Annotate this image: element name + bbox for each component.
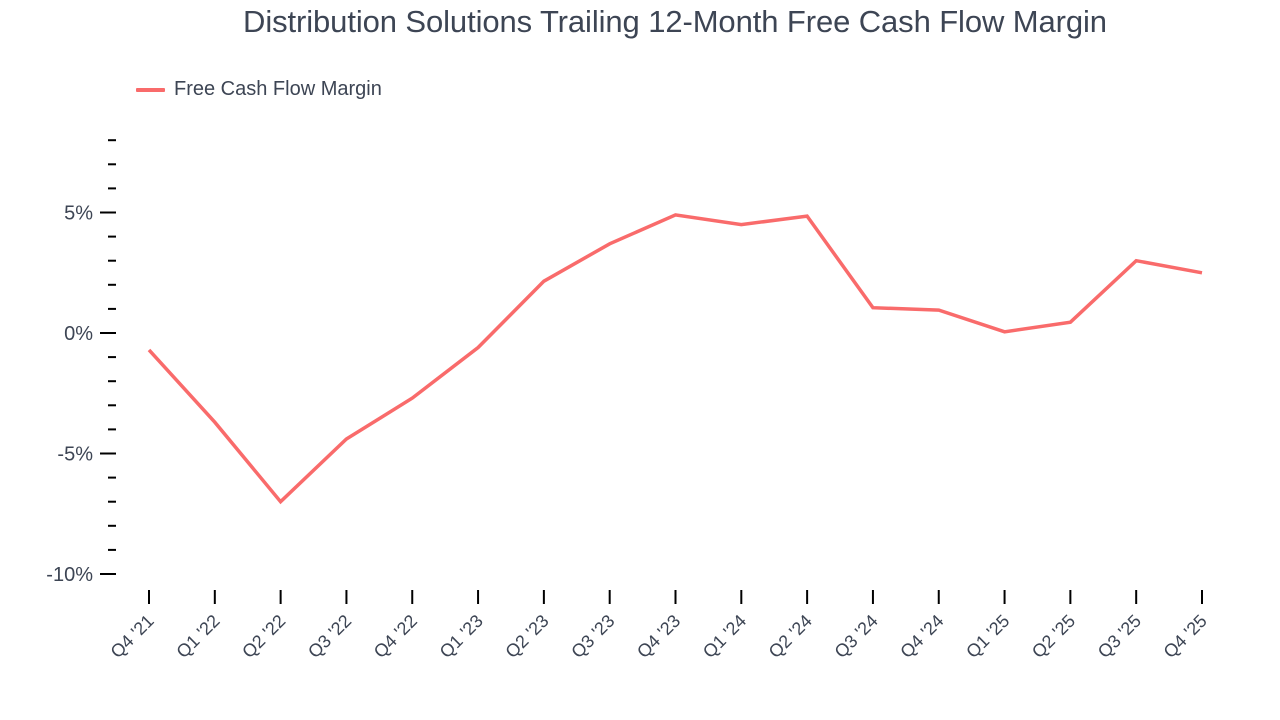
y-axis: 5% 0% -5% -10% — [46, 139, 116, 586]
y-tick-label: -10% — [46, 564, 93, 586]
y-tick-label: -5% — [57, 444, 93, 466]
x-tick-label: Q1 '23 — [436, 611, 487, 662]
legend: Free Cash Flow Margin — [136, 78, 382, 101]
x-axis: Q4 '21 Q1 '22 Q2 '22 Q3 '22 Q4 '22 Q1 '23 Q2 '… — [107, 590, 1211, 662]
x-tick-label: Q4 '25 — [1160, 611, 1211, 662]
x-tick-label: Q2 '22 — [238, 611, 289, 662]
x-tick-label: Q4 '23 — [633, 611, 684, 662]
x-tick-label: Q1 '22 — [172, 611, 223, 662]
x-tick-label: Q1 '25 — [962, 611, 1013, 662]
x-tick-label: Q3 '23 — [567, 611, 618, 662]
x-tick-label: Q3 '24 — [831, 611, 882, 662]
data-line — [147, 213, 1203, 505]
x-tick-label: Q2 '25 — [1028, 611, 1079, 662]
series-free-cash-flow-margin — [147, 213, 1203, 505]
x-tick-label: Q4 '22 — [370, 611, 421, 662]
x-tick-label: Q2 '24 — [765, 611, 816, 662]
y-tick-label: 5% — [64, 203, 93, 225]
x-tick-label: Q4 '24 — [896, 611, 947, 662]
x-tick-label: Q3 '25 — [1094, 611, 1145, 662]
legend-line-swatch-icon — [136, 87, 165, 92]
y-tick-label: 0% — [64, 323, 93, 345]
x-tick-label: Q3 '22 — [304, 611, 355, 662]
x-tick-label: Q2 '23 — [501, 611, 552, 662]
legend-label: Free Cash Flow Margin — [174, 78, 382, 100]
chart-title: Distribution Solutions Trailing 12-Month… — [243, 4, 1107, 39]
x-tick-label: Q4 '21 — [107, 611, 158, 662]
x-tick-label: Q1 '24 — [699, 611, 750, 662]
